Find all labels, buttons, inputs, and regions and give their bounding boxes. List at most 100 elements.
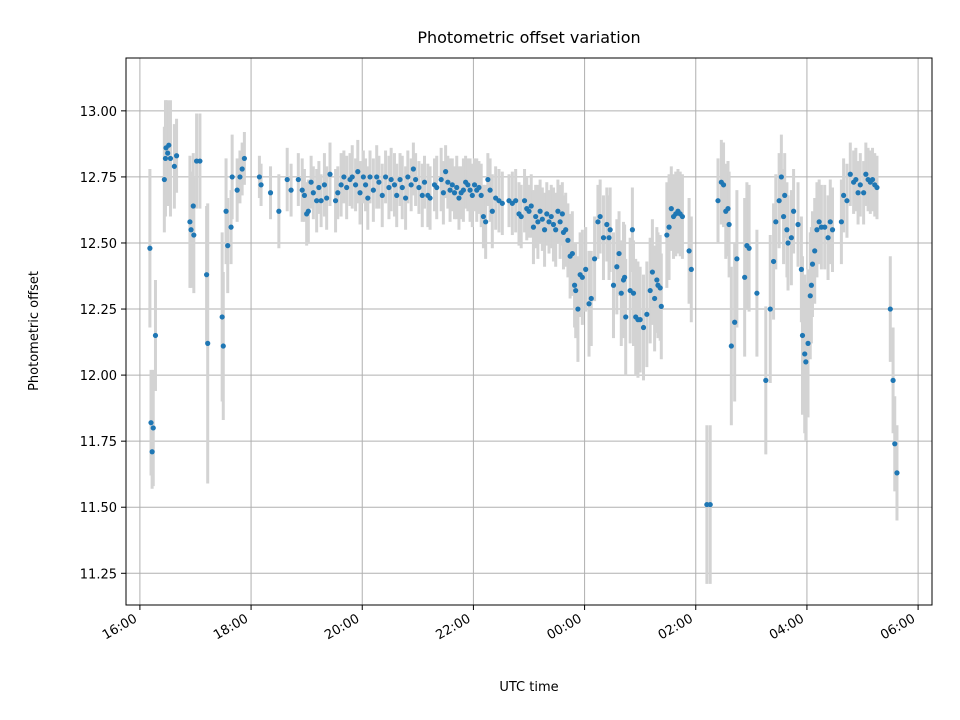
- data-point: [600, 235, 607, 241]
- data-point: [537, 208, 543, 214]
- data-point: [784, 227, 790, 233]
- data-point: [388, 176, 394, 183]
- data-point: [204, 272, 210, 278]
- data-point: [394, 192, 400, 199]
- data-point: [861, 190, 867, 196]
- data-point: [526, 208, 532, 214]
- data-point: [374, 174, 380, 180]
- data-point: [890, 377, 896, 383]
- data-point: [816, 219, 822, 225]
- data-point: [166, 142, 172, 148]
- data-point: [742, 274, 748, 280]
- data-point: [785, 240, 791, 246]
- data-point: [341, 174, 347, 180]
- data-point: [165, 150, 171, 156]
- data-point: [887, 306, 893, 312]
- data-point: [362, 182, 369, 188]
- data-points: [147, 142, 900, 508]
- data-point: [773, 219, 779, 225]
- data-point: [456, 195, 462, 201]
- chart-title: Photometric offset variation: [417, 28, 640, 47]
- x-axis-label: UTC time: [499, 680, 558, 695]
- data-point: [606, 235, 612, 241]
- data-point: [360, 174, 366, 180]
- data-point: [365, 195, 371, 201]
- data-point: [630, 290, 637, 296]
- data-point: [666, 224, 672, 230]
- data-point: [583, 266, 589, 273]
- data-point: [256, 174, 263, 180]
- data-point: [410, 166, 416, 172]
- data-point: [438, 176, 444, 183]
- data-point: [640, 324, 647, 331]
- data-point: [686, 248, 692, 254]
- x-tick-label: 22:00: [433, 611, 473, 643]
- data-point: [465, 182, 471, 188]
- data-point: [188, 227, 194, 233]
- data-point: [357, 190, 363, 196]
- y-tick-label: 12.25: [80, 303, 117, 318]
- data-point: [533, 213, 539, 220]
- data-point: [349, 174, 355, 180]
- data-point: [586, 301, 592, 307]
- x-axis-ticks: 16:00 18:00 20:00 22:00 00:00 02:00 04:00 06:00: [100, 605, 919, 643]
- data-point: [167, 155, 174, 162]
- data-point: [746, 245, 752, 251]
- data-point: [161, 176, 167, 183]
- data-point: [715, 198, 721, 204]
- y-tick-label: 11.25: [80, 567, 117, 582]
- data-point: [809, 261, 816, 267]
- data-point: [220, 343, 226, 349]
- data-point: [535, 219, 541, 225]
- data-point: [874, 184, 880, 191]
- data-point: [548, 213, 554, 220]
- y-tick-label: 13.00: [80, 105, 117, 120]
- data-point: [399, 184, 405, 191]
- y-axis-label: Photometric offset: [27, 271, 42, 391]
- data-point: [367, 174, 373, 180]
- data-point: [802, 351, 808, 357]
- data-point: [413, 176, 419, 183]
- y-axis-ticks: 11.25 11.50 11.75 12.00 12.25 12.50 12.75 13.00: [80, 105, 126, 582]
- data-point: [467, 187, 473, 193]
- error-bars: [148, 100, 899, 584]
- data-point: [187, 219, 193, 225]
- data-point: [707, 501, 713, 508]
- data-point: [485, 176, 491, 183]
- data-point: [778, 174, 784, 180]
- data-point: [616, 250, 622, 257]
- data-point: [352, 182, 359, 188]
- data-point: [314, 198, 320, 204]
- grid: [126, 58, 932, 605]
- data-point: [305, 208, 311, 214]
- x-tick-label: 16:00: [100, 611, 140, 643]
- data-point: [807, 293, 813, 299]
- data-point: [763, 377, 769, 383]
- data-point: [652, 295, 658, 302]
- y-tick-label: 12.00: [80, 369, 117, 384]
- data-point: [171, 163, 177, 169]
- data-point: [557, 219, 563, 225]
- data-point: [754, 290, 760, 296]
- data-point: [288, 187, 294, 193]
- data-point: [234, 187, 240, 193]
- data-point: [451, 190, 458, 196]
- data-point: [321, 182, 328, 188]
- data-point: [228, 224, 234, 230]
- data-point: [622, 274, 628, 280]
- data-point: [191, 232, 197, 238]
- data-point: [790, 208, 797, 214]
- data-point: [335, 190, 341, 196]
- data-point: [637, 317, 643, 323]
- data-point: [295, 176, 301, 183]
- data-point: [449, 182, 455, 188]
- data-point: [440, 190, 446, 196]
- data-point: [434, 184, 440, 191]
- data-point: [518, 213, 524, 220]
- data-point: [788, 235, 794, 241]
- data-point: [838, 219, 844, 225]
- data-point: [219, 314, 225, 320]
- plot-frame: [125, 57, 933, 606]
- data-point: [841, 192, 847, 199]
